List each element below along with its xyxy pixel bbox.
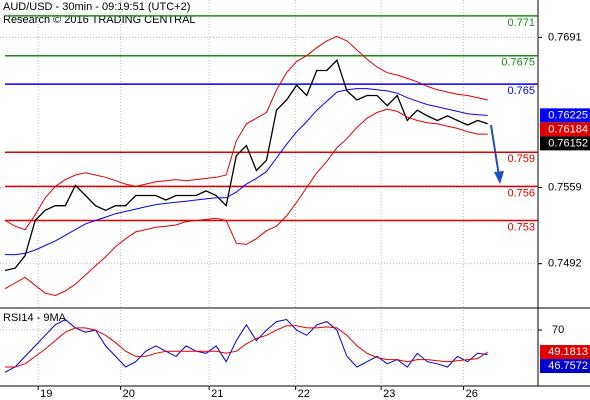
forecast-arrow-head (494, 171, 504, 184)
price-label: 0.76184 (548, 123, 588, 135)
series-line (5, 88, 488, 256)
chart-subtitle: Research © 2016 TRADING CENTRAL (3, 14, 196, 26)
chart-title: AUD/USD - 30min - 09:19:51 (UTC+2) (3, 1, 190, 13)
x-tick-label: 20 (123, 388, 135, 400)
price-label-box (540, 136, 590, 151)
level-label: 0.771 (507, 17, 535, 29)
rsi-label-box (540, 359, 590, 374)
series-line (4, 35, 488, 231)
level-label: 0.7675 (501, 57, 535, 69)
rsi-line (4, 318, 488, 373)
rsi-label: 49.1813 (548, 346, 588, 358)
level-label: 0.753 (507, 221, 535, 233)
series-line (4, 58, 488, 272)
x-tick-label: 22 (298, 388, 310, 400)
y-tick-label: 0.7492 (548, 258, 582, 270)
rsi-label: 46.7572 (548, 360, 588, 372)
rsi-label-box (540, 345, 590, 360)
price-label: 0.76152 (548, 137, 588, 149)
x-tick-label: 23 (383, 388, 395, 400)
price-label: 0.76225 (548, 109, 588, 121)
forecast-arrow (490, 124, 500, 177)
price-label-box (540, 108, 590, 123)
rsi-title: RSI14 - 9MA (3, 312, 67, 324)
price-label-box (540, 122, 590, 137)
level-label: 0.756 (507, 187, 535, 199)
series-line (4, 108, 488, 297)
rsi-line (5, 325, 488, 368)
x-tick-label: 19 (40, 388, 52, 400)
y-tick-label: 0.7559 (548, 181, 582, 193)
level-label: 0.759 (507, 153, 535, 165)
x-tick-label: 21 (211, 388, 223, 400)
y-tick-label: 0.7691 (548, 31, 582, 43)
x-tick-label: 26 (466, 388, 478, 400)
level-label: 0.765 (507, 85, 535, 97)
y-tick-label: 70 (552, 324, 564, 336)
